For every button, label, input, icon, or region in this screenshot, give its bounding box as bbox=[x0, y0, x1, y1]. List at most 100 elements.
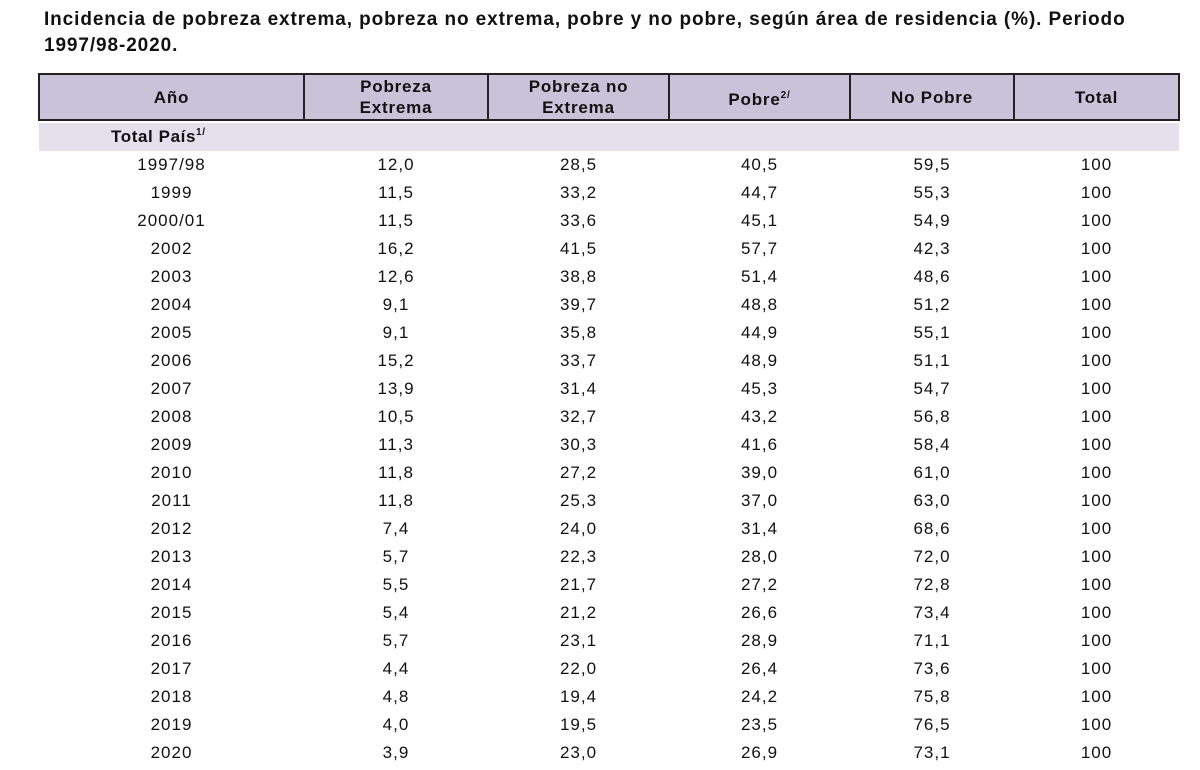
value-cell: 100 bbox=[1080, 155, 1113, 174]
value-cell: 5,4 bbox=[382, 603, 410, 622]
value-cell: 4,8 bbox=[382, 687, 410, 706]
value-cell: 51,1 bbox=[913, 351, 951, 370]
column-label: Pobreza Extrema bbox=[359, 77, 433, 117]
column-header: Pobreza Extrema bbox=[303, 73, 489, 121]
value-cell: 100 bbox=[1080, 659, 1113, 678]
value-cell: 4,0 bbox=[382, 715, 410, 734]
value-cell: 12,0 bbox=[377, 155, 415, 174]
value-cell: 59,5 bbox=[913, 155, 951, 174]
year-cell: 2002 bbox=[150, 239, 193, 258]
value-cell: 16,2 bbox=[377, 239, 415, 258]
value-cell: 100 bbox=[1080, 519, 1113, 538]
value-cell: 63,0 bbox=[913, 491, 951, 510]
year-cell: 2014 bbox=[150, 575, 193, 594]
value-cell: 22,0 bbox=[559, 659, 598, 678]
year-cell: 1999 bbox=[150, 183, 193, 202]
data-row: 2003 12,6 38,8 51,4 48,6 100 bbox=[39, 263, 1179, 291]
value-cell: 44,9 bbox=[740, 323, 779, 342]
value-cell: 55,1 bbox=[913, 323, 951, 342]
column-label: Total bbox=[1074, 87, 1119, 107]
data-row: 2017 4,4 22,0 26,4 73,6 100 bbox=[39, 655, 1179, 683]
year-cell: 2005 bbox=[150, 323, 193, 342]
value-cell: 5,7 bbox=[382, 631, 410, 650]
value-cell: 15,2 bbox=[377, 351, 415, 370]
value-cell: 23,1 bbox=[559, 631, 598, 650]
value-cell: 100 bbox=[1080, 547, 1113, 566]
value-cell: 7,4 bbox=[382, 519, 410, 538]
value-cell: 31,4 bbox=[740, 519, 779, 538]
value-cell: 21,7 bbox=[559, 575, 598, 594]
value-cell: 100 bbox=[1080, 715, 1113, 734]
year-cell: 2011 bbox=[151, 491, 192, 510]
value-cell: 100 bbox=[1080, 295, 1113, 314]
year-cell: 2009 bbox=[150, 435, 193, 454]
value-cell: 5,5 bbox=[382, 575, 410, 594]
value-cell: 24,2 bbox=[740, 687, 779, 706]
value-cell: 26,6 bbox=[740, 603, 779, 622]
value-cell: 100 bbox=[1080, 323, 1113, 342]
value-cell: 21,2 bbox=[559, 603, 598, 622]
value-cell: 48,9 bbox=[740, 351, 779, 370]
value-cell: 41,6 bbox=[740, 435, 779, 454]
data-row: 2006 15,2 33,7 48,9 51,1 100 bbox=[39, 347, 1179, 375]
data-row: 2000/01 11,5 33,6 45,1 54,9 100 bbox=[39, 207, 1179, 235]
value-cell: 23,5 bbox=[740, 715, 779, 734]
value-cell: 100 bbox=[1080, 687, 1113, 706]
data-row: 2019 4,0 19,5 23,5 76,5 100 bbox=[39, 711, 1179, 739]
value-cell: 30,3 bbox=[559, 435, 598, 454]
column-label: Año bbox=[153, 87, 190, 107]
data-row: 2007 13,9 31,4 45,3 54,7 100 bbox=[39, 375, 1179, 403]
value-cell: 73,4 bbox=[913, 603, 951, 622]
data-row: 2020 3,9 23,0 26,9 73,1 100 bbox=[39, 739, 1179, 767]
value-cell: 42,3 bbox=[913, 239, 951, 258]
data-row: 2016 5,7 23,1 28,9 71,1 100 bbox=[39, 627, 1179, 655]
value-cell: 54,9 bbox=[913, 211, 951, 230]
value-cell: 5,7 bbox=[382, 547, 410, 566]
value-cell: 100 bbox=[1080, 463, 1113, 482]
section-row: Total País1/ bbox=[39, 123, 1179, 151]
value-cell: 75,8 bbox=[913, 687, 951, 706]
data-row: 2010 11,8 27,2 39,0 61,0 100 bbox=[39, 459, 1179, 487]
value-cell: 57,7 bbox=[740, 239, 779, 258]
value-cell: 38,8 bbox=[559, 267, 598, 286]
data-row: 1999 11,5 33,2 44,7 55,3 100 bbox=[39, 179, 1179, 207]
column-header: Pobreza no Extrema bbox=[487, 73, 670, 121]
value-cell: 100 bbox=[1080, 407, 1113, 426]
footnote-mark: 1/ bbox=[196, 127, 206, 138]
column-header: Pobre2/ bbox=[668, 73, 851, 121]
data-row: 2008 10,5 32,7 43,2 56,8 100 bbox=[39, 403, 1179, 431]
value-cell: 35,8 bbox=[559, 323, 598, 342]
data-row: 2018 4,8 19,4 24,2 75,8 100 bbox=[39, 683, 1179, 711]
value-cell: 39,0 bbox=[740, 463, 779, 482]
value-cell: 9,1 bbox=[382, 323, 410, 342]
value-cell: 27,2 bbox=[740, 575, 779, 594]
column-header: Total bbox=[1013, 73, 1180, 121]
value-cell: 56,8 bbox=[913, 407, 951, 426]
year-cell: 2015 bbox=[150, 603, 193, 622]
value-cell: 72,8 bbox=[913, 575, 951, 594]
column-label: Pobreza no Extrema bbox=[528, 77, 629, 117]
value-cell: 11,3 bbox=[378, 435, 414, 454]
value-cell: 26,4 bbox=[740, 659, 779, 678]
value-cell: 11,8 bbox=[378, 491, 414, 510]
value-cell: 32,7 bbox=[559, 407, 598, 426]
data-row: 2012 7,4 24,0 31,4 68,6 100 bbox=[39, 515, 1179, 543]
year-cell: 1997/98 bbox=[137, 155, 206, 174]
value-cell: 23,0 bbox=[559, 743, 598, 762]
year-cell: 2003 bbox=[150, 267, 193, 286]
value-cell: 44,7 bbox=[740, 183, 779, 202]
value-cell: 100 bbox=[1080, 379, 1113, 398]
value-cell: 3,9 bbox=[382, 743, 410, 762]
value-cell: 58,4 bbox=[913, 435, 951, 454]
year-cell: 2012 bbox=[150, 519, 193, 538]
data-row: 2002 16,2 41,5 57,7 42,3 100 bbox=[39, 235, 1179, 263]
value-cell: 28,9 bbox=[740, 631, 779, 650]
value-cell: 19,5 bbox=[559, 715, 598, 734]
value-cell: 100 bbox=[1080, 491, 1113, 510]
value-cell: 11,8 bbox=[378, 463, 414, 482]
value-cell: 100 bbox=[1080, 211, 1113, 230]
value-cell: 45,3 bbox=[740, 379, 779, 398]
year-cell: 2000/01 bbox=[137, 211, 206, 230]
year-cell: 2006 bbox=[150, 351, 193, 370]
data-row: 2014 5,5 21,7 27,2 72,8 100 bbox=[39, 571, 1179, 599]
